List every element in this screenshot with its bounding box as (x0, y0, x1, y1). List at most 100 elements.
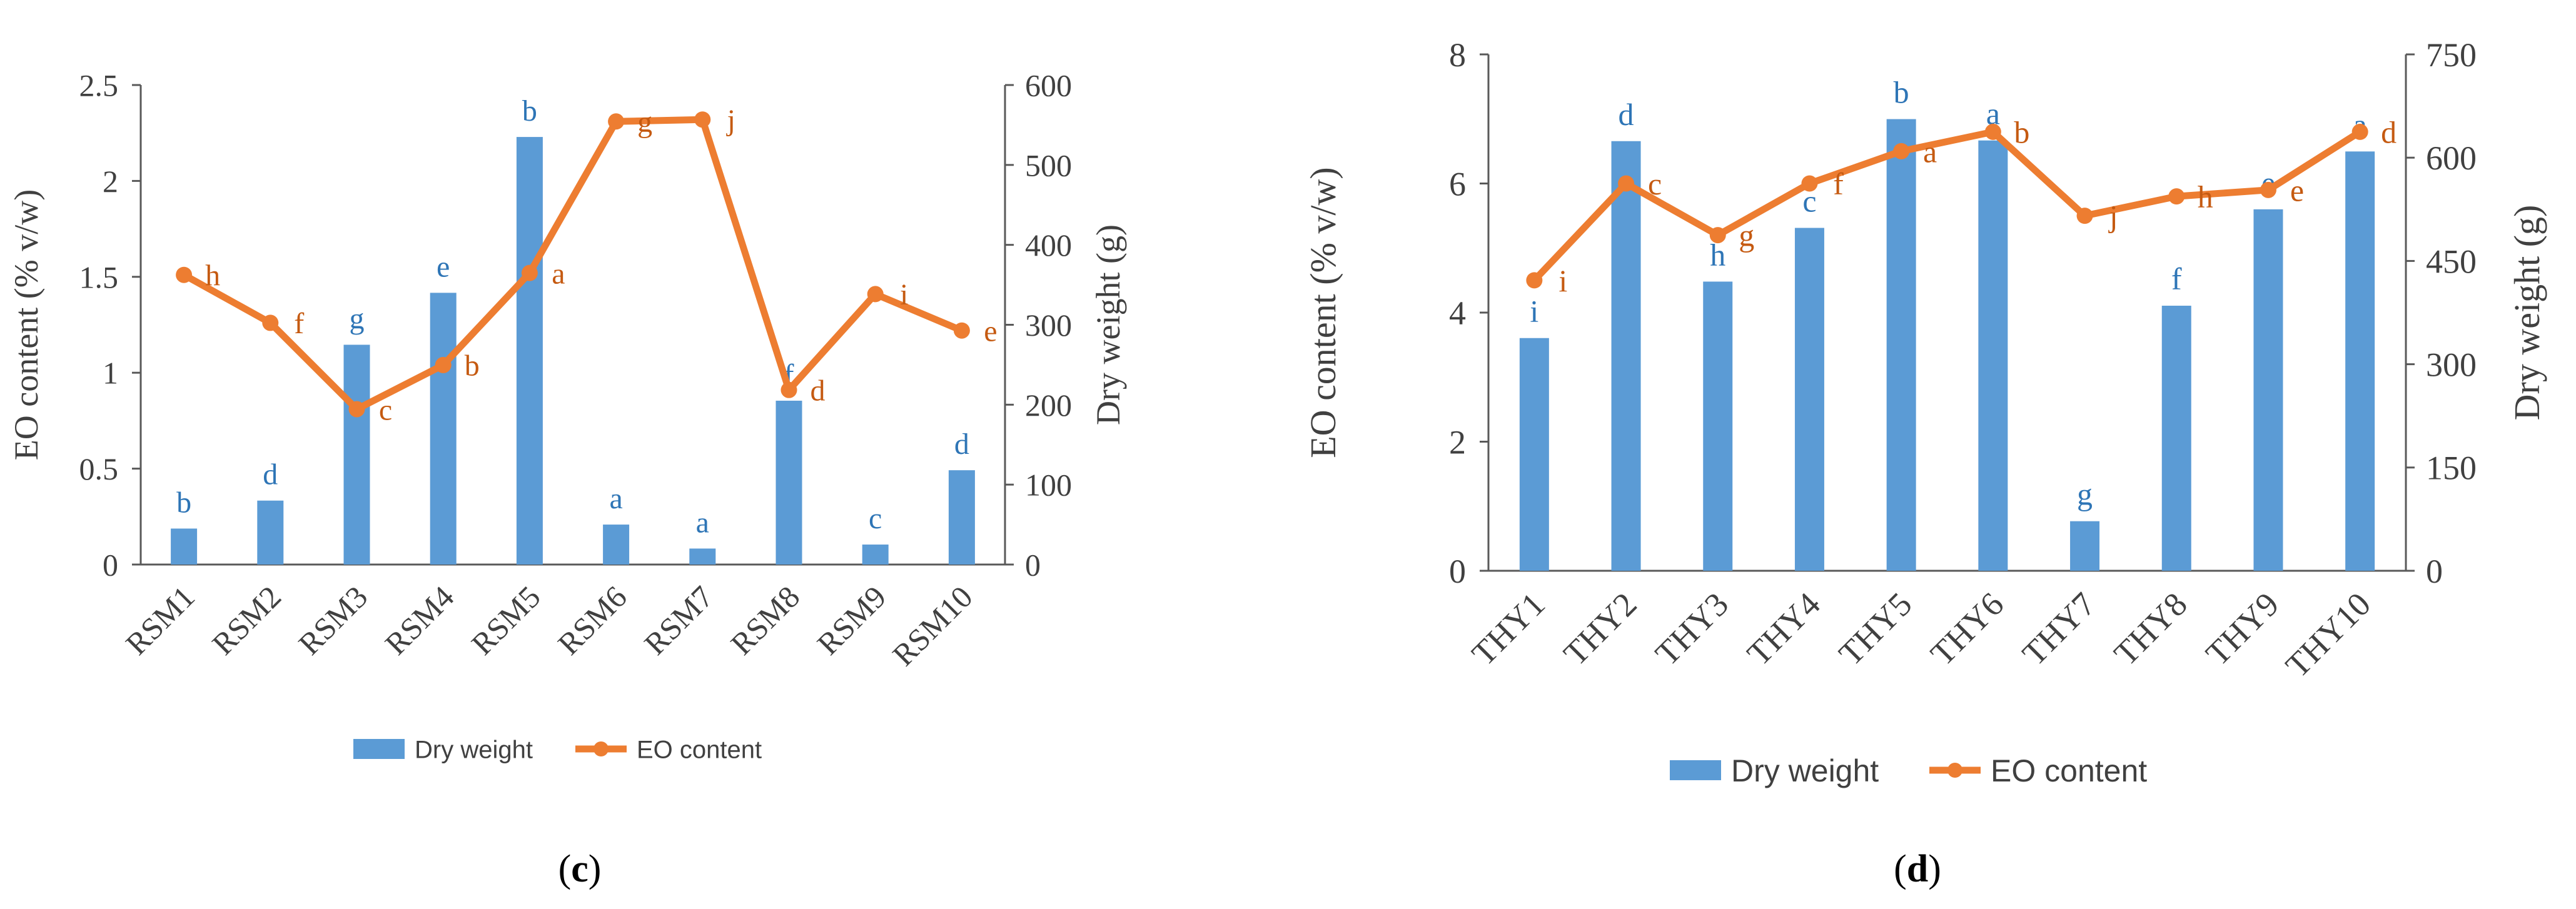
point-eo-content (2076, 208, 2093, 224)
left-tick-label: 2 (1449, 423, 1466, 461)
category-label: RSM3 (291, 579, 374, 661)
left-tick-label: 8 (1449, 36, 1466, 74)
category-label: RSM8 (724, 579, 806, 661)
bar-letter-label: c (869, 502, 882, 535)
right-tick-label: 0 (2426, 553, 2443, 590)
line-letter-label: d (2381, 114, 2397, 149)
line-letter-label: f (1833, 166, 1844, 201)
line-eo-content (180, 116, 966, 413)
line-letter-label: e (984, 315, 997, 348)
point-eo-content (1709, 227, 1726, 244)
panel-letter: c (571, 848, 588, 890)
point-eo-content (435, 356, 452, 373)
chart-panel-c: 0 0.5 1 1.5 2 2.5 0 100 200 300 400 500 600 EO conten… (8, 68, 1127, 891)
category-label: RSM6 (551, 579, 634, 661)
bar-dry-weight (1794, 228, 1824, 571)
right-tick-label: 0 (1025, 548, 1041, 583)
line-letter-label: j (2108, 199, 2118, 234)
point-eo-content (262, 314, 279, 331)
legend-label-eo-content: EO content (637, 736, 762, 763)
category-label: THY6 (1923, 585, 2011, 673)
panel-letter: d (1907, 848, 1928, 890)
bar-letter-label: a (1986, 96, 2000, 131)
bar-dry-weight (1703, 281, 1733, 571)
bar-letter-label: b (522, 94, 537, 128)
bar-dry-weight (2070, 521, 2100, 571)
point-eo-content (348, 401, 365, 418)
bar-letter-label: d (263, 458, 278, 491)
line-letter-label: g (1739, 218, 1754, 253)
bar-letter-label: g (2077, 477, 2093, 512)
right-tick-label: 600 (1025, 68, 1072, 103)
right-tick-label: 200 (1025, 388, 1072, 423)
legend-label-dry-weight: Dry weight (415, 736, 533, 763)
bar-dry-weight (1519, 338, 1549, 571)
line-letter-label: b (2014, 114, 2029, 149)
right-tick-label: 500 (1025, 148, 1072, 183)
right-tick-label: 600 (2426, 139, 2477, 177)
point-eo-content (521, 264, 538, 281)
point-eo-content (1893, 143, 1910, 159)
bar-letter-label: g (350, 302, 365, 335)
bar-dry-weight (862, 545, 889, 565)
left-tick-label: 0.5 (79, 451, 119, 486)
bar-dry-weight (257, 500, 284, 565)
bar-dry-weight (430, 293, 457, 565)
point-eo-content (780, 381, 797, 398)
line-letter-label: h (2198, 179, 2213, 214)
line-letter-label: i (1558, 263, 1567, 298)
bar-letter-label: e (437, 250, 450, 283)
y-axis-left-label: EO content (% v/w) (1303, 167, 1343, 458)
right-tick-label: 300 (1025, 308, 1072, 343)
right-tick-label: 450 (2426, 243, 2477, 280)
right-tick-label: 400 (1025, 228, 1072, 263)
line-eo-content (1530, 128, 2364, 284)
point-eo-content (176, 266, 193, 283)
left-tick-label: 4 (1449, 294, 1466, 332)
bar-dry-weight (775, 400, 802, 565)
category-label: RSM4 (378, 579, 461, 661)
left-tick-label: 0 (103, 548, 118, 583)
category-label: THY1 (1465, 585, 1552, 673)
category-label: RSM7 (637, 579, 720, 661)
point-eo-content (694, 111, 711, 128)
line-letter-label: a (1923, 134, 1937, 169)
bar-letter-label: c (1802, 184, 1816, 219)
category-label: RSM1 (119, 579, 201, 661)
point-eo-content (608, 113, 625, 130)
left-tick-label: 1.5 (79, 259, 119, 294)
category-label: RSM2 (205, 579, 288, 661)
bar-letter-label: d (1619, 97, 1634, 132)
bar-dry-weight (2161, 305, 2191, 571)
left-tick-label: 6 (1449, 165, 1466, 203)
left-tick-label: 2 (103, 164, 118, 199)
chart-panel-d: 0 2 4 6 8 0 150 300 450 600 750 EO content (% v/w) D… (1303, 36, 2547, 890)
category-label: THY8 (2107, 585, 2195, 673)
bar-letter-label: b (176, 486, 191, 519)
bar-dry-weight (2253, 209, 2283, 571)
bar-dry-weight (603, 525, 630, 565)
line-letter-label: b (465, 349, 480, 383)
point-eo-content (2260, 181, 2276, 198)
bar-dry-weight (689, 548, 716, 565)
right-tick-label: 750 (2426, 36, 2477, 74)
bar-dry-weight (948, 470, 975, 565)
legend: Dry weight EO content (353, 736, 762, 763)
bar-letter-label: i (1530, 294, 1538, 329)
category-label: THY10 (2278, 585, 2378, 685)
right-tick-label: 100 (1025, 468, 1072, 503)
line-letter-label: a (552, 257, 565, 290)
category-label: RSM10 (886, 579, 979, 673)
category-label: THY9 (2198, 585, 2286, 673)
bar-letter-label: a (609, 482, 622, 515)
point-eo-content (1801, 175, 1818, 192)
legend-label-dry-weight: Dry weight (1731, 753, 1879, 788)
right-tick-label: 300 (2426, 346, 2477, 384)
line-letter-label: c (379, 393, 392, 426)
line-letter-label: j (726, 104, 735, 137)
legend-line-marker (1947, 763, 1962, 778)
category-label: THY5 (1832, 585, 1919, 673)
bar-letter-label: d (954, 428, 969, 461)
line-letter-label: g (637, 106, 652, 139)
